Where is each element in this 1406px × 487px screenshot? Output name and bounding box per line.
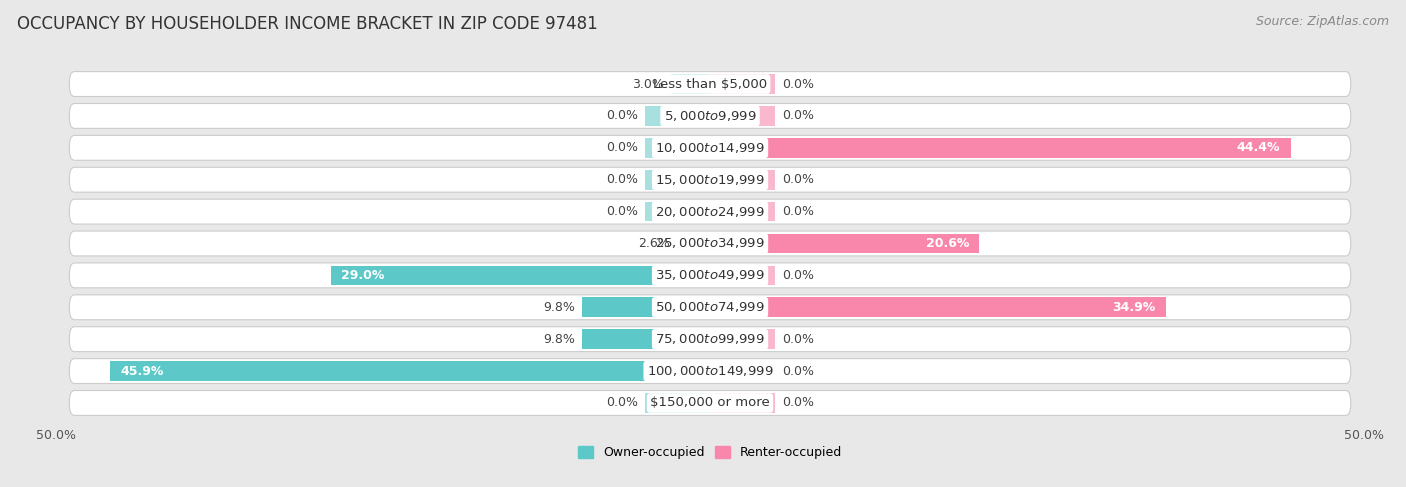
Bar — [644, 106, 710, 126]
Text: 2.6%: 2.6% — [638, 237, 669, 250]
FancyBboxPatch shape — [69, 263, 1351, 288]
Legend: Owner-occupied, Renter-occupied: Owner-occupied, Renter-occupied — [574, 441, 846, 464]
Text: $25,000 to $34,999: $25,000 to $34,999 — [655, 237, 765, 250]
Text: 9.8%: 9.8% — [544, 301, 575, 314]
Bar — [710, 202, 776, 222]
Text: 20.6%: 20.6% — [925, 237, 969, 250]
FancyBboxPatch shape — [69, 72, 1351, 96]
FancyBboxPatch shape — [69, 104, 1351, 129]
Text: $100,000 to $149,999: $100,000 to $149,999 — [647, 364, 773, 378]
Bar — [582, 329, 710, 349]
Bar — [710, 361, 776, 381]
Text: 34.9%: 34.9% — [1112, 301, 1156, 314]
Bar — [582, 298, 710, 317]
Bar — [644, 393, 710, 413]
Text: Source: ZipAtlas.com: Source: ZipAtlas.com — [1256, 15, 1389, 28]
Text: 29.0%: 29.0% — [342, 269, 385, 282]
Text: $50,000 to $74,999: $50,000 to $74,999 — [655, 300, 765, 314]
FancyBboxPatch shape — [69, 199, 1351, 224]
FancyBboxPatch shape — [69, 295, 1351, 320]
Text: 0.0%: 0.0% — [606, 110, 638, 122]
Text: 3.0%: 3.0% — [633, 77, 664, 91]
Text: 45.9%: 45.9% — [121, 365, 163, 377]
Bar — [710, 329, 776, 349]
Bar — [330, 265, 710, 285]
Bar — [676, 234, 710, 253]
Text: 0.0%: 0.0% — [606, 141, 638, 154]
Text: $10,000 to $14,999: $10,000 to $14,999 — [655, 141, 765, 155]
Bar — [710, 234, 980, 253]
Text: $5,000 to $9,999: $5,000 to $9,999 — [664, 109, 756, 123]
FancyBboxPatch shape — [69, 135, 1351, 160]
Bar — [710, 265, 776, 285]
Bar — [710, 298, 1167, 317]
Text: 0.0%: 0.0% — [782, 269, 814, 282]
FancyBboxPatch shape — [69, 167, 1351, 192]
FancyBboxPatch shape — [69, 358, 1351, 383]
FancyBboxPatch shape — [69, 231, 1351, 256]
Bar — [710, 106, 776, 126]
Text: 0.0%: 0.0% — [782, 205, 814, 218]
FancyBboxPatch shape — [69, 327, 1351, 352]
Text: 0.0%: 0.0% — [782, 77, 814, 91]
Text: 0.0%: 0.0% — [606, 205, 638, 218]
Text: 0.0%: 0.0% — [782, 365, 814, 377]
Text: 0.0%: 0.0% — [782, 173, 814, 186]
Text: 44.4%: 44.4% — [1237, 141, 1279, 154]
Text: Less than $5,000: Less than $5,000 — [652, 77, 768, 91]
Bar — [710, 393, 776, 413]
Text: 0.0%: 0.0% — [782, 396, 814, 410]
Bar — [110, 361, 710, 381]
Text: $20,000 to $24,999: $20,000 to $24,999 — [655, 205, 765, 219]
Text: 0.0%: 0.0% — [782, 333, 814, 346]
Text: 0.0%: 0.0% — [782, 110, 814, 122]
Text: $75,000 to $99,999: $75,000 to $99,999 — [655, 332, 765, 346]
Bar — [644, 138, 710, 158]
Text: 9.8%: 9.8% — [544, 333, 575, 346]
Text: 0.0%: 0.0% — [606, 396, 638, 410]
Bar — [644, 202, 710, 222]
Bar — [710, 138, 1291, 158]
Bar — [710, 170, 776, 189]
Bar — [710, 74, 776, 94]
Bar — [671, 74, 710, 94]
Bar — [644, 170, 710, 189]
Text: $15,000 to $19,999: $15,000 to $19,999 — [655, 173, 765, 187]
Text: OCCUPANCY BY HOUSEHOLDER INCOME BRACKET IN ZIP CODE 97481: OCCUPANCY BY HOUSEHOLDER INCOME BRACKET … — [17, 15, 598, 33]
FancyBboxPatch shape — [69, 391, 1351, 415]
Text: $150,000 or more: $150,000 or more — [650, 396, 770, 410]
Text: 0.0%: 0.0% — [606, 173, 638, 186]
Text: $35,000 to $49,999: $35,000 to $49,999 — [655, 268, 765, 282]
